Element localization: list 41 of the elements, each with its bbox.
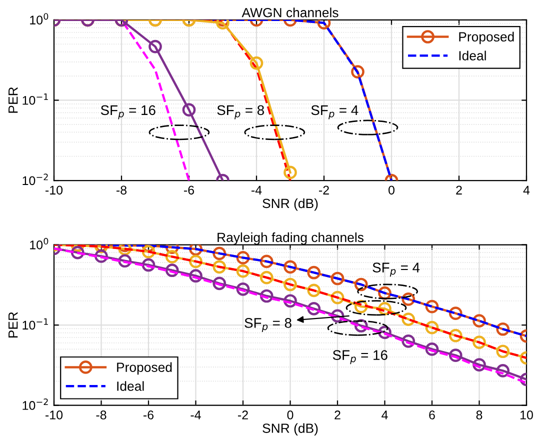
x-tick-label: -8 [116,186,127,195]
chart-title: AWGN channels [242,8,338,18]
x-tick-label: 10 [520,410,533,420]
y-tick-label: 10$^{−1}$ [22,94,48,105]
x-tick-label: 2 [334,410,340,420]
annotation: SF$_{p}$ = 8 [244,318,292,332]
annotation: SF$_{p}$ = 16 [100,105,156,120]
y-axis-title: PER [8,312,18,338]
x-tick-label: 6 [429,410,435,420]
x-tick-label: 2 [456,186,462,194]
x-tick-label: -2 [319,186,329,194]
x-axis-title: SNR (dB) [262,423,318,436]
legend-label: Ideal [117,381,144,391]
legend-label: Ideal [459,50,486,60]
x-tick-label: -4 [252,186,262,194]
x-tick-label: -10 [46,410,63,420]
x-tick-label: 0 [388,186,394,195]
y-tick-label: 10$^{−2}$ [22,174,48,186]
chart-title: Rayleigh fading channels [218,232,364,245]
annotation: SF$_{p}$ = 4 [311,105,358,120]
annotation: SF$_{p}$ = 16 [332,350,388,364]
x-axis-title: SNR (dB) [262,198,318,211]
x-tick-label: -6 [144,410,154,420]
annotation: SF$_{p}$ = 8 [217,105,264,120]
annotation: SF$_{p}$ = 4 [372,262,420,277]
y-tick-label: 10$^{0}$ [30,238,48,250]
x-tick-label: 8 [476,410,482,420]
legend-label: Proposed [459,32,514,44]
x-tick-label: -2 [238,410,248,420]
y-axis-title: PER [8,87,18,113]
x-tick-label: -10 [46,186,63,195]
x-tick-label: -4 [190,410,201,420]
legend-label: Proposed [117,362,172,375]
y-tick-label: 10$^{−1}$ [22,318,48,330]
x-tick-label: -8 [96,410,106,420]
y-tick-label: 10$^{−2}$ [22,398,48,410]
y-tick-label: 10$^{0}$ [30,13,48,24]
x-tick-label: 4 [382,410,388,420]
x-tick-label: -6 [184,186,194,195]
x-tick-label: 0 [287,410,294,420]
x-tick-label: 4 [523,186,530,194]
